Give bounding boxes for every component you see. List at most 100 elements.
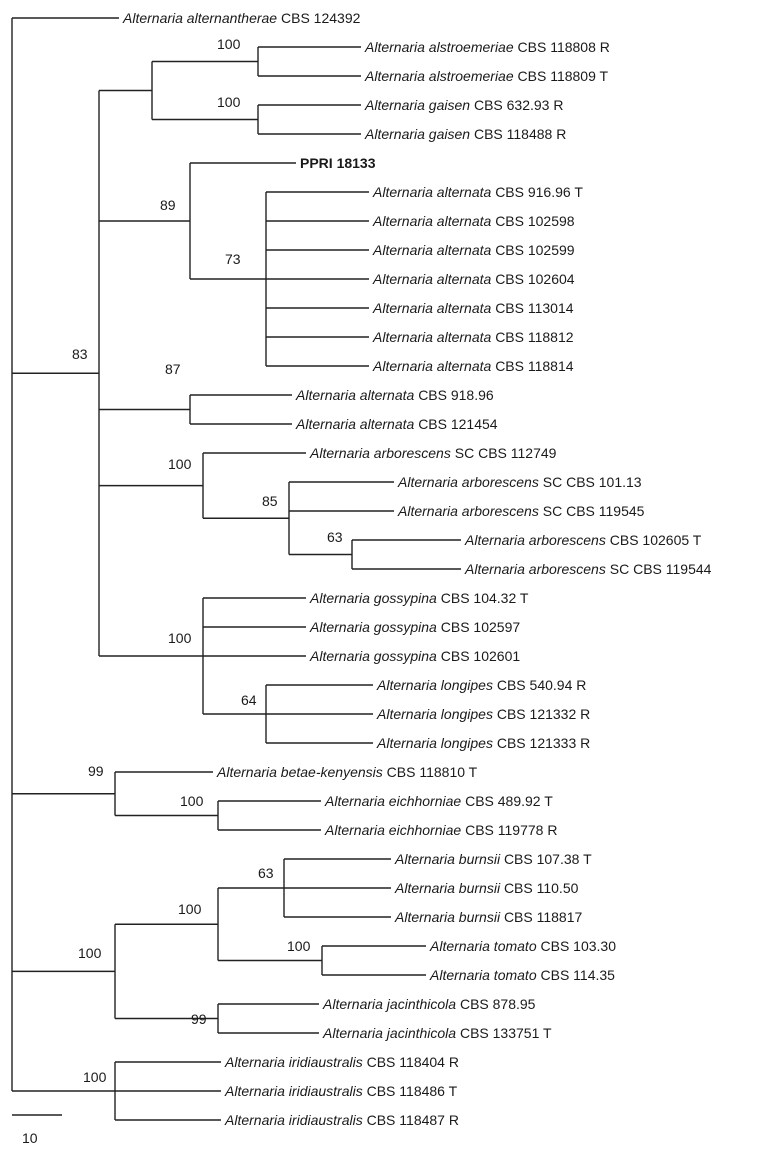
strain-id: CBS 119778 R bbox=[465, 822, 557, 838]
strain-id: CBS 102599 bbox=[495, 242, 575, 258]
strain-id: CBS 107.38 T bbox=[504, 851, 592, 867]
taxon-label-gossypina_102597: Alternaria gossypina CBS 102597 bbox=[309, 619, 520, 635]
taxon-label-eichhorniae_489_92: Alternaria eichhorniae CBS 489.92 T bbox=[324, 793, 553, 809]
support-value-jacinthicola: 99 bbox=[191, 1011, 207, 1027]
support-value-gaisen: 100 bbox=[217, 94, 241, 110]
strain-id: CBS 102598 bbox=[495, 213, 575, 229]
strain-id: CBS 118814 bbox=[495, 358, 574, 374]
strain-id: CBS 104.32 T bbox=[441, 590, 529, 606]
support-value-tomato: 100 bbox=[287, 938, 311, 954]
taxon-name: Alternaria tomato bbox=[429, 938, 541, 954]
taxon-label-jacinthicola_133751: Alternaria jacinthicola CBS 133751 T bbox=[322, 1025, 552, 1041]
taxon-label-longipes_121333: Alternaria longipes CBS 121333 R bbox=[376, 735, 590, 751]
taxon-label-betae_118810: Alternaria betae-kenyensis CBS 118810 T bbox=[216, 764, 478, 780]
taxon-name: Alternaria alternata bbox=[295, 416, 418, 432]
taxon-name: Alternaria gaisen bbox=[364, 97, 474, 113]
taxon-name: Alternaria burnsii bbox=[394, 880, 504, 896]
taxon-name: Alternaria alternantherae bbox=[122, 10, 281, 26]
support-value-alstroemeriae: 100 bbox=[217, 36, 241, 52]
support-value-alternata-ppri: 89 bbox=[160, 197, 176, 213]
taxon-label-alternata_118812: Alternaria alternata CBS 118812 bbox=[372, 329, 574, 345]
taxon-label-alternantherae_124392: Alternaria alternantherae CBS 124392 bbox=[122, 10, 361, 26]
taxon-name: Alternaria eichhorniae bbox=[324, 822, 465, 838]
strain-id: CBS 118487 R bbox=[367, 1112, 459, 1128]
support-value-arborescens-pair: 63 bbox=[327, 529, 343, 545]
support-value-gossypina-longipes: 100 bbox=[168, 630, 192, 646]
taxon-name: Alternaria iridiaustralis bbox=[224, 1083, 367, 1099]
strain-id: SC CBS 119544 bbox=[610, 561, 712, 577]
support-value-eichhorniae: 100 bbox=[180, 793, 204, 809]
support-value-longipes: 64 bbox=[241, 692, 257, 708]
taxon-name: Alternaria tomato bbox=[429, 967, 541, 983]
taxon-label-arborescens_101_13: Alternaria arborescens SC CBS 101.13 bbox=[397, 474, 642, 490]
support-value-arborescens-sub: 85 bbox=[262, 493, 278, 509]
taxon-name: Alternaria alternata bbox=[295, 387, 418, 403]
strain-id: CBS 118817 bbox=[504, 909, 583, 925]
strain-id: CBS 114.35 bbox=[541, 967, 616, 983]
strain-id: CBS 118812 bbox=[495, 329, 574, 345]
taxon-label-gossypina_104_32: Alternaria gossypina CBS 104.32 T bbox=[309, 590, 529, 606]
strain-id: CBS 113014 bbox=[495, 300, 574, 316]
taxon-label-longipes_540_94: Alternaria longipes CBS 540.94 R bbox=[376, 677, 586, 693]
taxon-name: Alternaria jacinthicola bbox=[322, 996, 460, 1012]
strain-id: CBS 121333 R bbox=[497, 735, 590, 751]
support-values: 100 100 73 89 87 63 85 100 64 100 83 100 99 63 100 100 9… bbox=[72, 36, 343, 1085]
strain-id: CBS 118810 T bbox=[387, 764, 478, 780]
taxon-label-gossypina_102601: Alternaria gossypina CBS 102601 bbox=[309, 648, 520, 664]
taxon-label-alternata_102604: Alternaria alternata CBS 102604 bbox=[372, 271, 575, 287]
taxon-name: Alternaria arborescens bbox=[464, 561, 610, 577]
strain-id: CBS 118404 R bbox=[367, 1054, 459, 1070]
taxon-label-gaisen_118488: Alternaria gaisen CBS 118488 R bbox=[364, 126, 566, 142]
taxon-label-alternata_918_96: Alternaria alternata CBS 918.96 bbox=[295, 387, 494, 403]
strain-id: CBS 632.93 R bbox=[474, 97, 564, 113]
strain-id: CBS 110.50 bbox=[504, 880, 579, 896]
taxon-name: Alternaria eichhorniae bbox=[324, 793, 465, 809]
strain-id: CBS 102597 bbox=[441, 619, 521, 635]
support-value-alternata-core: 73 bbox=[225, 251, 241, 267]
taxon-label-iridiaustralis_118487: Alternaria iridiaustralis CBS 118487 R bbox=[224, 1112, 459, 1128]
taxon-label-gaisen_632_93: Alternaria gaisen CBS 632.93 R bbox=[364, 97, 563, 113]
taxon-label-longipes_121332: Alternaria longipes CBS 121332 R bbox=[376, 706, 590, 722]
strain-id: CBS 102601 bbox=[441, 648, 521, 664]
taxon-label-tomato_114_35: Alternaria tomato CBS 114.35 bbox=[429, 967, 615, 983]
strain-id: CBS 103.30 bbox=[541, 938, 617, 954]
taxon-labels: Alternaria alternantherae CBS 124392Alte… bbox=[122, 10, 712, 1128]
strain-id: CBS 878.95 bbox=[460, 996, 536, 1012]
strain-id: CBS 102604 bbox=[495, 271, 575, 287]
strain-id: CBS 118488 R bbox=[474, 126, 566, 142]
strain-id: CBS 121332 R bbox=[497, 706, 590, 722]
taxon-label-arborescens_112749: Alternaria arborescens SC CBS 112749 bbox=[309, 445, 557, 461]
strain-id: CBS 121454 bbox=[418, 416, 498, 432]
taxon-label-alternata_118814: Alternaria alternata CBS 118814 bbox=[372, 358, 574, 374]
taxon-label-alternata_102599: Alternaria alternata CBS 102599 bbox=[372, 242, 575, 258]
taxon-label-alternata_102598: Alternaria alternata CBS 102598 bbox=[372, 213, 575, 229]
taxon-name: Alternaria alternata bbox=[372, 300, 495, 316]
support-value-burnsii-jacinthicola: 100 bbox=[78, 945, 102, 961]
taxon-name: Alternaria iridiaustralis bbox=[224, 1112, 367, 1128]
taxon-label-alstroemeriae_118808: Alternaria alstroemeriae CBS 118808 R bbox=[364, 39, 610, 55]
taxon-label-jacinthicola_878_95: Alternaria jacinthicola CBS 878.95 bbox=[322, 996, 536, 1012]
strain-id: CBS 540.94 R bbox=[497, 677, 587, 693]
tree-branches bbox=[11, 17, 461, 1121]
taxon-name: Alternaria longipes bbox=[376, 735, 497, 751]
taxon-name: Alternaria burnsii bbox=[394, 909, 504, 925]
taxon-name: Alternaria burnsii bbox=[394, 851, 504, 867]
scale-bar-label: 10 bbox=[22, 1130, 38, 1146]
taxon-label-alternata_113014: Alternaria alternata CBS 113014 bbox=[372, 300, 574, 316]
taxon-name: Alternaria alstroemeriae bbox=[364, 68, 518, 84]
strain-id: CBS 133751 T bbox=[460, 1025, 552, 1041]
taxon-label-alternata_121454: Alternaria alternata CBS 121454 bbox=[295, 416, 498, 432]
strain-id: CBS 918.96 bbox=[418, 387, 494, 403]
taxon-label-alstroemeriae_118809: Alternaria alstroemeriae CBS 118809 T bbox=[364, 68, 609, 84]
support-value-burnsii-tomato: 100 bbox=[178, 901, 202, 917]
taxon-label-burnsii_110_50: Alternaria burnsii CBS 110.50 bbox=[394, 880, 579, 896]
strain-id: CBS 124392 bbox=[281, 10, 361, 26]
strain-id: CBS 102605 T bbox=[610, 532, 702, 548]
taxon-name: Alternaria alternata bbox=[372, 329, 495, 345]
taxon-label-arborescens_119544: Alternaria arborescens SC CBS 119544 bbox=[464, 561, 712, 577]
taxon-label-ppri_18133: PPRI 18133 bbox=[300, 155, 376, 171]
taxon-name: Alternaria arborescens bbox=[309, 445, 455, 461]
taxon-name: Alternaria longipes bbox=[376, 706, 497, 722]
support-value-section-alternaria: 83 bbox=[72, 346, 88, 362]
